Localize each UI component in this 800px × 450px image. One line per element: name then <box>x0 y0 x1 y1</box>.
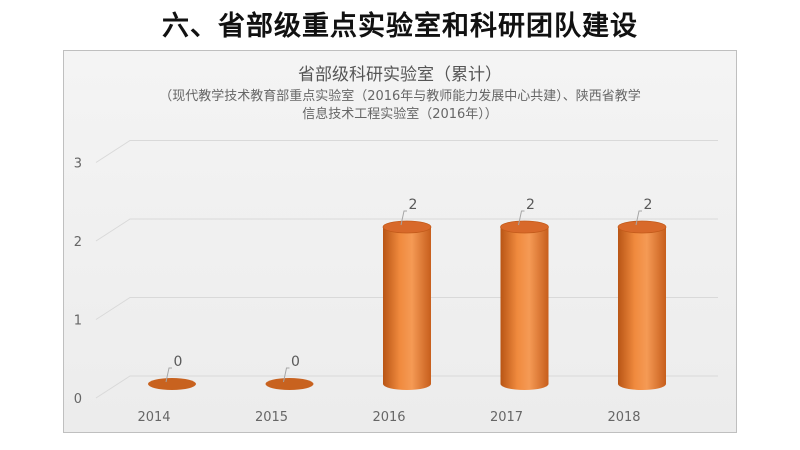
bar-body <box>618 227 666 390</box>
bar-body <box>500 227 549 390</box>
y-tick-label: 1 <box>74 314 82 329</box>
x-tick-label: 2017 <box>490 410 523 425</box>
bar-2014 <box>148 378 196 390</box>
data-label-leader <box>165 367 172 383</box>
data-label: 0 <box>291 354 300 370</box>
x-tick-label: 2015 <box>255 410 288 425</box>
bar-top <box>500 220 549 234</box>
data-label-leader <box>283 367 290 383</box>
bar-2016 <box>382 220 432 390</box>
x-tick-label: 2016 <box>372 410 405 425</box>
y-tick-label: 3 <box>74 157 82 172</box>
x-tick-label: 2018 <box>607 410 640 425</box>
gridline <box>95 218 718 242</box>
chart-subtitle-line-2: 信息技术工程实验室（2016年）） <box>302 107 498 122</box>
chart-subtitle-line-1: （现代教学技术教育部重点实验室（2016年与教师能力发展中心共建）、陕西省教学 <box>159 89 641 104</box>
bar-2015 <box>265 378 314 390</box>
data-label: 2 <box>526 197 535 213</box>
y-tick-label: 2 <box>74 235 82 250</box>
data-labels: 0 0 2 2 2 <box>165 197 653 383</box>
bar-2017 <box>500 220 549 390</box>
data-label: 0 <box>174 354 183 370</box>
bar-body <box>383 227 431 390</box>
chart-subtitle: （现代教学技术教育部重点实验室（2016年与教师能力发展中心共建）、陕西省教学 … <box>110 88 690 124</box>
data-label: 2 <box>409 197 418 213</box>
page-title: 六、省部级重点实验室和科研团队建设 <box>162 11 638 42</box>
x-axis-ticks: 2014 2015 2016 2017 2018 <box>137 410 640 425</box>
data-label: 2 <box>644 197 653 213</box>
gridline <box>95 140 718 163</box>
data-label-leader <box>635 210 642 226</box>
x-tick-label: 2014 <box>137 410 170 425</box>
bars <box>148 220 667 390</box>
data-label-leader <box>400 210 407 226</box>
bar-top <box>617 220 667 234</box>
bar-disc <box>148 378 196 390</box>
bar-2018 <box>617 220 667 390</box>
y-tick-label: 0 <box>74 392 82 407</box>
bar-disc <box>265 378 314 390</box>
chart-title: 省部级科研实验室（累计） <box>298 65 502 85</box>
y-axis-ticks: 0 1 2 3 <box>74 157 82 408</box>
bar-top <box>382 220 432 234</box>
data-label-leader <box>518 210 525 226</box>
